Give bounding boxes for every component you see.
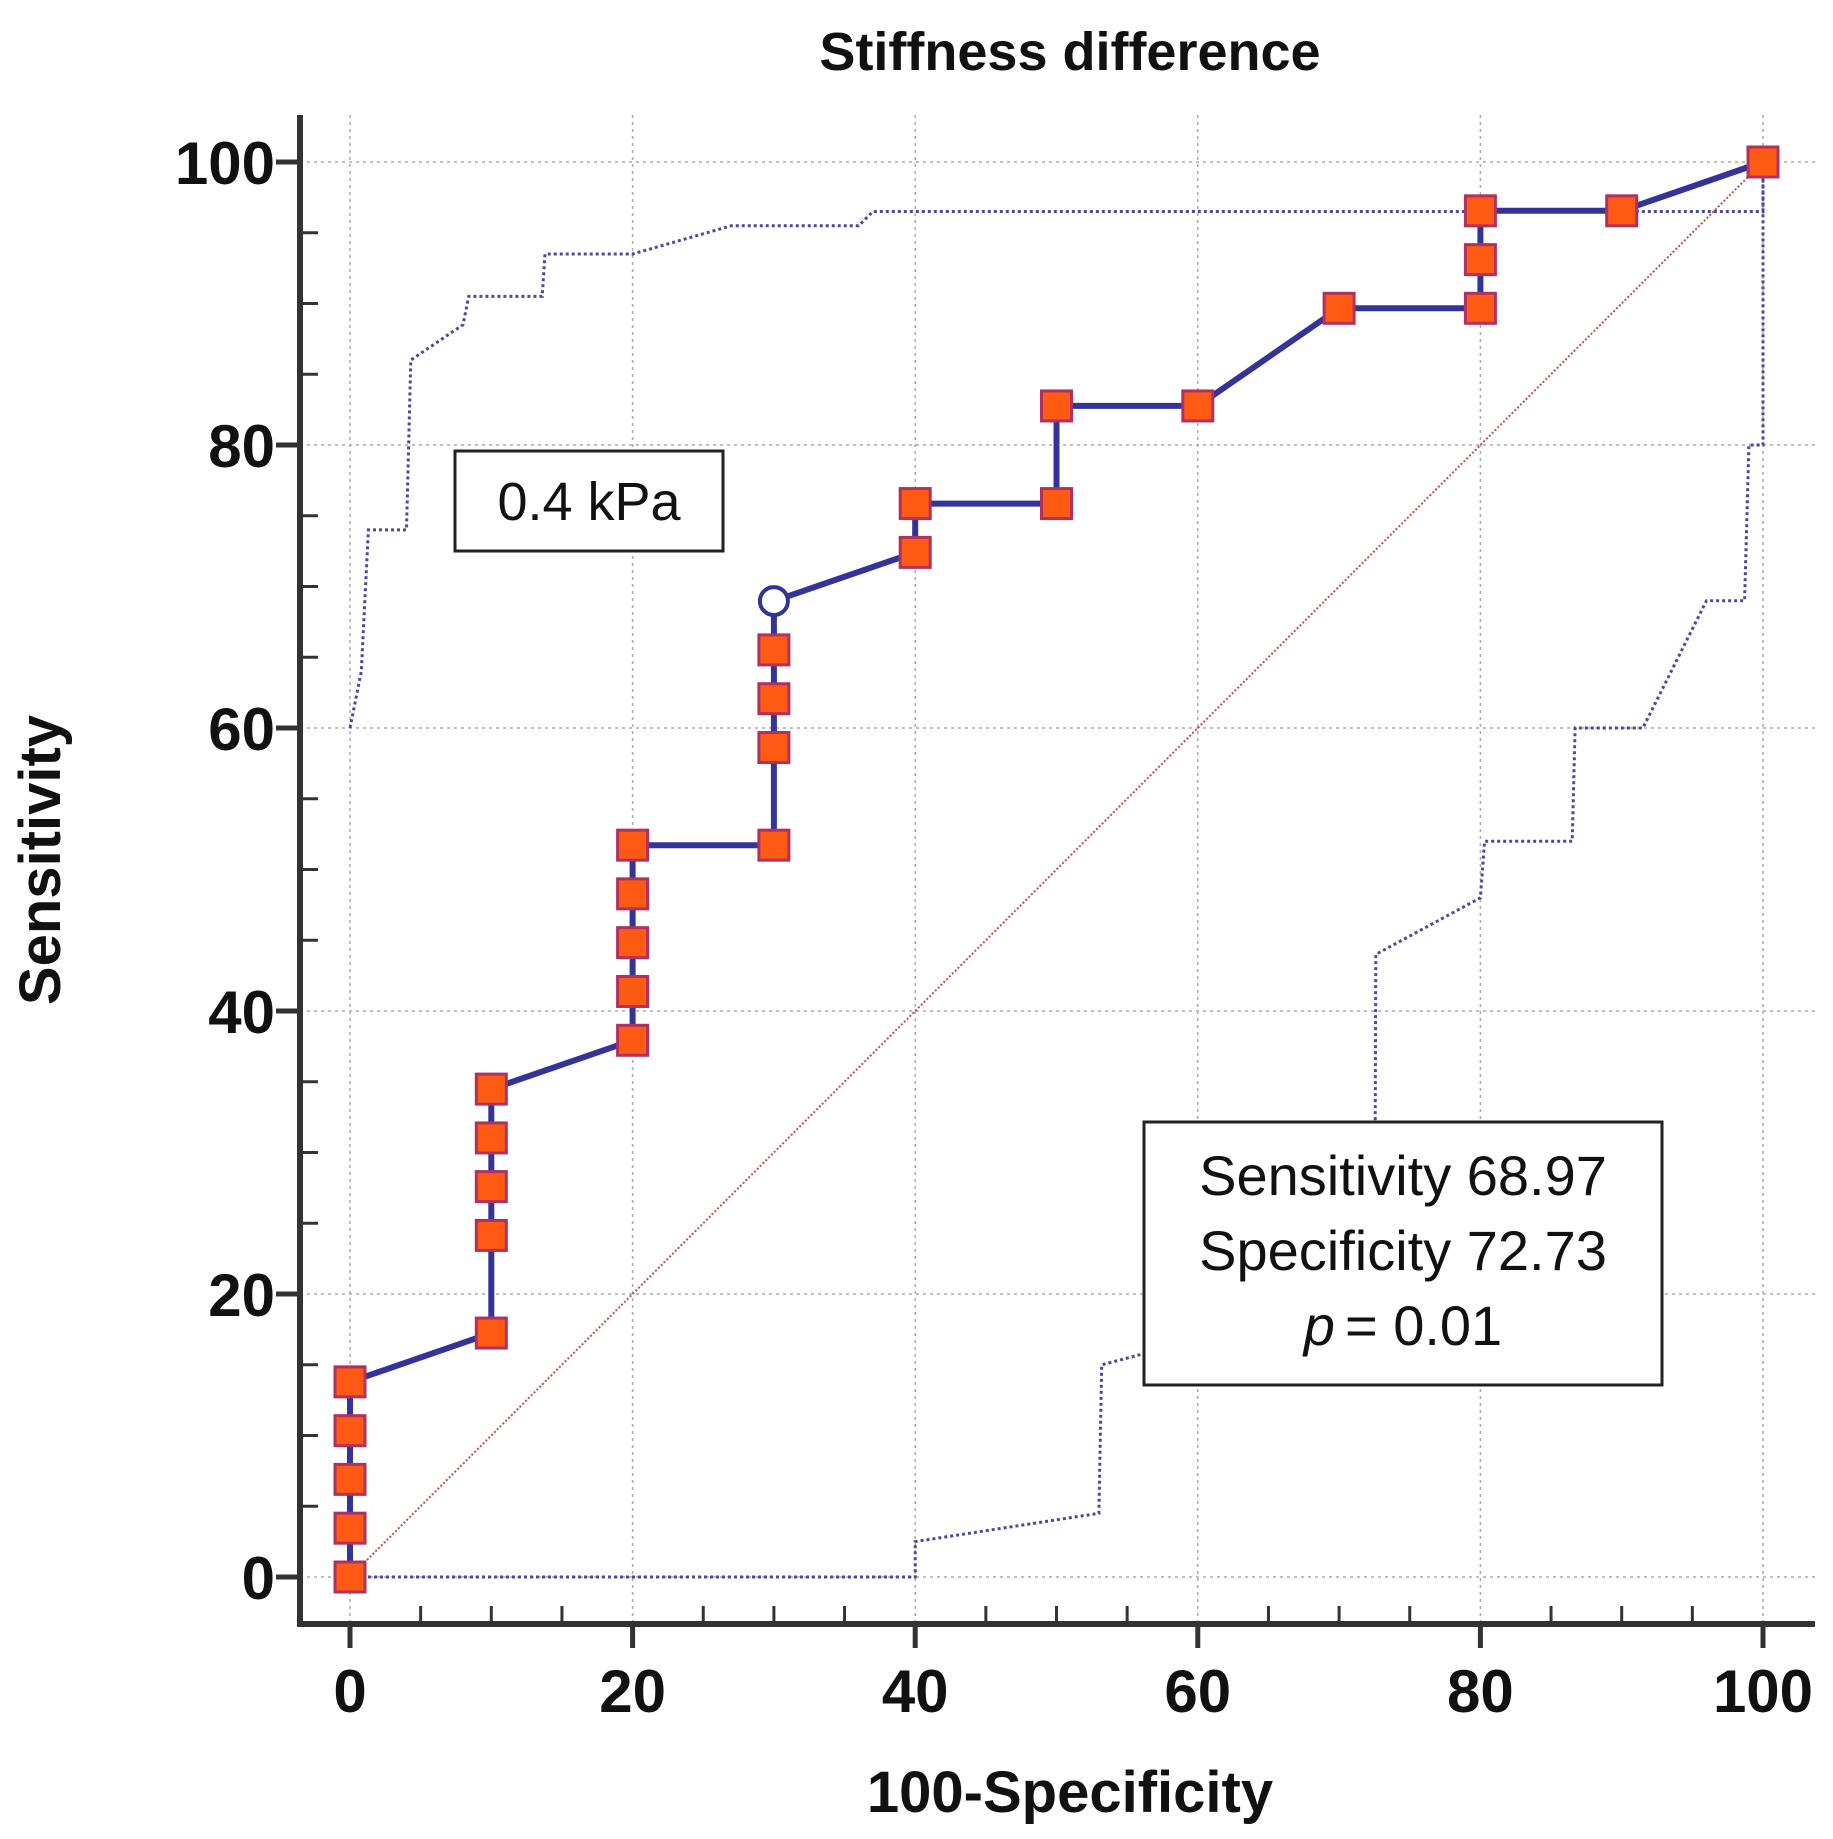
roc-point-marker <box>1463 243 1497 277</box>
confidence-bands <box>348 162 1765 1579</box>
x-tick-label: 20 <box>599 1658 666 1725</box>
roc-point-marker <box>616 828 650 862</box>
chart-title: Stiffness difference <box>819 22 1320 82</box>
roc-point-marker <box>757 633 791 667</box>
y-tick-label: 0 <box>242 1545 275 1612</box>
roc-point-marker <box>757 731 791 765</box>
roc-point-marker <box>757 682 791 716</box>
y-axis-label: Sensitivity <box>8 715 73 1005</box>
roc-point-marker <box>1746 145 1780 179</box>
roc-point-marker <box>333 1462 367 1496</box>
roc-point-marker <box>474 1121 508 1155</box>
y-tick-label: 20 <box>208 1262 275 1329</box>
roc-point-marker <box>333 1511 367 1545</box>
y-tick-label: 100 <box>175 130 275 197</box>
axes <box>276 115 1815 1648</box>
y-tick-label: 40 <box>208 979 275 1046</box>
stats-p-text: = 0.01 <box>1345 1294 1502 1357</box>
x-axis-label: 100-Specificity <box>867 1760 1273 1825</box>
roc-point-marker <box>333 1365 367 1399</box>
roc-point-marker <box>1040 487 1073 521</box>
reference-line <box>349 161 1764 1578</box>
roc-point-marker <box>333 1560 367 1594</box>
y-tick-label: 60 <box>208 696 275 763</box>
x-tick-label: 80 <box>1447 1658 1514 1725</box>
roc-point-marker <box>1463 291 1497 325</box>
x-tick-label: 100 <box>1713 1658 1813 1725</box>
x-tick-label: 60 <box>1164 1658 1231 1725</box>
roc-point-marker <box>616 974 650 1008</box>
roc-point-marker <box>333 1414 367 1448</box>
cutoff-box <box>453 449 725 553</box>
reference-diagonal <box>349 161 1764 1578</box>
roc-point-marker <box>474 1316 508 1350</box>
roc-point-marker <box>1463 194 1497 228</box>
y-tick-label: 80 <box>208 413 275 480</box>
roc-point-marker <box>474 1072 508 1106</box>
roc-point-marker <box>898 535 932 569</box>
stats-p-symbol: p <box>1302 1294 1335 1357</box>
ci-upper-line <box>348 162 1765 729</box>
roc-point-marker <box>474 1170 508 1204</box>
roc-point-marker <box>474 1218 508 1252</box>
roc-markers <box>333 145 1780 1594</box>
roc-point-marker <box>1605 194 1639 228</box>
roc-point-marker <box>1322 291 1356 325</box>
tick-labels: 0 20 40 60 80 100 0 20 40 60 80 100 <box>175 130 1813 1725</box>
x-tick-label: 0 <box>333 1658 366 1725</box>
cutoff-annotation: 0.4 kPa <box>453 449 725 553</box>
stats-p-value: p = 0.01 <box>1302 1294 1502 1357</box>
roc-point-marker <box>616 926 650 960</box>
roc-point-marker <box>616 1023 650 1057</box>
roc-point-marker <box>757 828 791 862</box>
stats-sensitivity: Sensitivity 68.97 <box>1199 1144 1607 1207</box>
ci-lower-line <box>350 162 1765 1579</box>
roc-point-marker <box>1181 389 1215 423</box>
stats-box <box>1142 1120 1664 1387</box>
cutoff-label: 0.4 kPa <box>497 472 681 532</box>
stats-annotation: Sensitivity 68.97 Specificity 72.73 p = 0… <box>1142 1120 1664 1387</box>
roc-point-marker <box>1040 389 1073 423</box>
grid <box>300 115 1815 1624</box>
roc-point-marker <box>898 487 932 521</box>
stats-specificity: Specificity 72.73 <box>1199 1219 1607 1282</box>
optimal-cutoff-marker <box>757 585 790 618</box>
x-tick-label: 40 <box>882 1658 949 1725</box>
roc-point-marker <box>616 877 650 911</box>
